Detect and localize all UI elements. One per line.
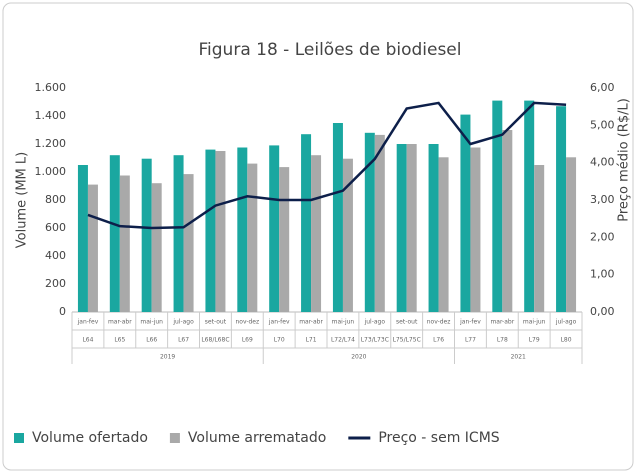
- auction-label: L77: [465, 337, 476, 344]
- year-label: 2021: [511, 354, 526, 361]
- y2-tick-label: 0,00: [590, 305, 615, 318]
- bar: [151, 183, 162, 312]
- y-axis-label: Volume (MM L): [15, 152, 30, 248]
- bar: [396, 144, 407, 312]
- x-tick-label: mar-abr: [299, 319, 323, 326]
- bar: [109, 155, 120, 312]
- bar: [374, 134, 385, 312]
- auction-label: L68/L68C: [201, 337, 229, 344]
- x-tick-label: mai-jun: [523, 319, 546, 326]
- y2-tick-label: 4,00: [590, 156, 615, 169]
- bar: [470, 147, 481, 312]
- auction-label: L72/L74: [331, 337, 355, 344]
- bar: [215, 151, 226, 312]
- auction-label: L75/L75C: [393, 337, 421, 344]
- y-tick-label: 0: [59, 305, 66, 318]
- auction-label: L73/L73C: [361, 337, 389, 344]
- year-label: 2019: [160, 354, 175, 361]
- y2-tick-label: 1,00: [590, 268, 615, 281]
- bar: [119, 175, 130, 312]
- x-tick-label: jul-ago: [364, 319, 386, 326]
- bar: [524, 100, 535, 312]
- bar: [141, 158, 152, 312]
- bar: [301, 134, 312, 312]
- bar: [247, 163, 258, 312]
- bar: [311, 155, 322, 312]
- auction-label: L80: [561, 337, 572, 344]
- bar: [237, 147, 248, 312]
- y-tick-label: 1.600: [35, 81, 67, 94]
- bar: [342, 158, 353, 312]
- auction-label: L64: [82, 337, 93, 344]
- y-tick-label: 600: [45, 221, 66, 234]
- auction-label: L67: [178, 337, 189, 344]
- bar: [492, 100, 503, 312]
- x-tick-label: jan-fev: [459, 319, 481, 326]
- legend-label: Volume ofertado: [32, 430, 148, 446]
- bar: [406, 144, 417, 312]
- year-label: 2020: [351, 354, 366, 361]
- legend-swatch: [169, 433, 180, 443]
- bar: [77, 165, 88, 312]
- x-tick-label: nov-dez: [427, 319, 451, 326]
- bar: [183, 174, 194, 312]
- x-tick-label: jan-fev: [77, 319, 99, 326]
- y-tick-label: 1.200: [35, 137, 67, 150]
- y2-tick-label: 6,00: [590, 81, 615, 94]
- bar: [269, 145, 280, 312]
- legend-swatch: [14, 433, 24, 443]
- bar: [332, 123, 343, 312]
- bar: [173, 155, 184, 312]
- bar: [566, 157, 577, 312]
- bar: [438, 157, 449, 312]
- y-tick-label: 200: [45, 277, 66, 290]
- auction-label: L65: [114, 337, 125, 344]
- x-tick-label: nov-dez: [235, 319, 259, 326]
- legend-label: Volume arrematado: [188, 430, 326, 446]
- bar: [534, 165, 545, 312]
- y-tick-label: 1.000: [35, 165, 67, 178]
- y-tick-label: 800: [45, 193, 66, 206]
- bar: [205, 149, 216, 312]
- auction-label: L70: [274, 337, 285, 344]
- bar: [556, 106, 567, 312]
- x-tick-label: jul-ago: [172, 319, 194, 326]
- x-tick-label: mar-abr: [490, 319, 514, 326]
- x-tick-label: set-out: [205, 319, 227, 326]
- y2-axis-label: Preço médio (R$/L): [617, 98, 632, 222]
- x-tick-label: set-out: [396, 319, 418, 326]
- chart-title: Figura 18 - Leilões de biodiesel: [199, 40, 462, 60]
- auction-label: L76: [433, 337, 444, 344]
- x-tick-label: mai-jun: [140, 319, 163, 326]
- legend-label: Preço - sem ICMS: [378, 430, 499, 446]
- y2-tick-label: 5,00: [590, 118, 615, 131]
- x-tick-label: jan-fev: [268, 319, 290, 326]
- y-tick-label: 400: [45, 249, 66, 262]
- bar: [428, 144, 439, 312]
- x-tick-label: mai-jun: [332, 319, 355, 326]
- auction-label: L71: [306, 337, 317, 344]
- bar: [364, 132, 375, 312]
- y-tick-label: 1.400: [35, 109, 67, 122]
- y2-tick-label: 3,00: [590, 193, 615, 206]
- x-tick-label: mar-abr: [108, 319, 132, 326]
- bar: [279, 167, 290, 312]
- bar: [87, 184, 98, 312]
- auction-label: L66: [146, 337, 157, 344]
- auction-label: L69: [242, 337, 253, 344]
- auction-label: L79: [529, 337, 540, 344]
- x-tick-label: jul-ago: [555, 319, 577, 326]
- price-line: [87, 101, 567, 230]
- bar: [460, 114, 471, 312]
- bar: [502, 130, 513, 312]
- y2-tick-label: 2,00: [590, 230, 615, 243]
- auction-label: L78: [497, 337, 508, 344]
